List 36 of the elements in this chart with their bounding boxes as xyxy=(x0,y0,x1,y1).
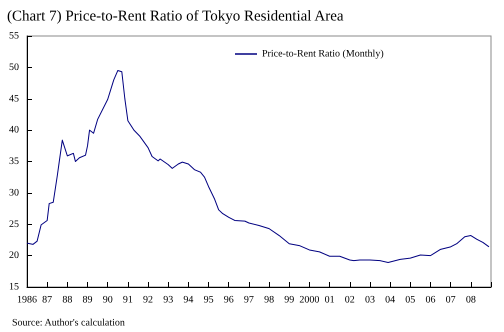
y-tick-label: 40 xyxy=(9,124,19,136)
x-tick-label: 08 xyxy=(466,294,476,306)
x-tick-label: 95 xyxy=(204,294,214,306)
x-tick-label: 91 xyxy=(122,294,133,306)
x-tick-label: 05 xyxy=(405,294,416,306)
x-tick-label: 89 xyxy=(82,294,93,306)
x-tick-label: 01 xyxy=(324,294,335,306)
x-tick-label: 93 xyxy=(163,294,174,306)
x-tick-label: 88 xyxy=(62,294,72,306)
legend-label: Price-to-Rent Ratio (Monthly) xyxy=(262,48,384,60)
x-tick-label: 07 xyxy=(446,294,456,306)
y-tick-label: 35 xyxy=(9,156,19,167)
x-tick-label: 03 xyxy=(364,294,375,306)
y-tick-label: 45 xyxy=(9,93,19,104)
x-tick-label: 06 xyxy=(425,294,436,306)
x-tick-label: 99 xyxy=(284,294,294,306)
line-series xyxy=(26,70,490,264)
x-tick-label: 96 xyxy=(224,294,234,306)
x-tick-label: 87 xyxy=(42,294,52,306)
x-tick-label: 92 xyxy=(143,294,154,306)
x-tick-label: 90 xyxy=(102,294,113,306)
x-tick-label: 2000 xyxy=(299,294,320,306)
y-tick-label: 20 xyxy=(9,250,19,262)
x-tick-label: 04 xyxy=(385,294,396,306)
x-tick-label: 98 xyxy=(264,294,274,306)
y-tick-label: 55 xyxy=(9,30,19,42)
x-tick-label: 02 xyxy=(344,294,355,306)
y-tick-label: 30 xyxy=(9,187,19,198)
x-tick-label: 94 xyxy=(183,294,194,306)
x-tick-label: 1986 xyxy=(17,294,37,306)
y-tick-label: 15 xyxy=(9,282,19,292)
y-tick-label: 50 xyxy=(9,62,19,73)
chart-title: (Chart 7) Price-to-Rent Ratio of Tokyo Residential Area xyxy=(7,8,344,24)
x-tick-label: 97 xyxy=(244,294,254,306)
y-tick-label: 25 xyxy=(9,218,19,230)
source-note: Source: Author's calculation xyxy=(12,318,125,328)
